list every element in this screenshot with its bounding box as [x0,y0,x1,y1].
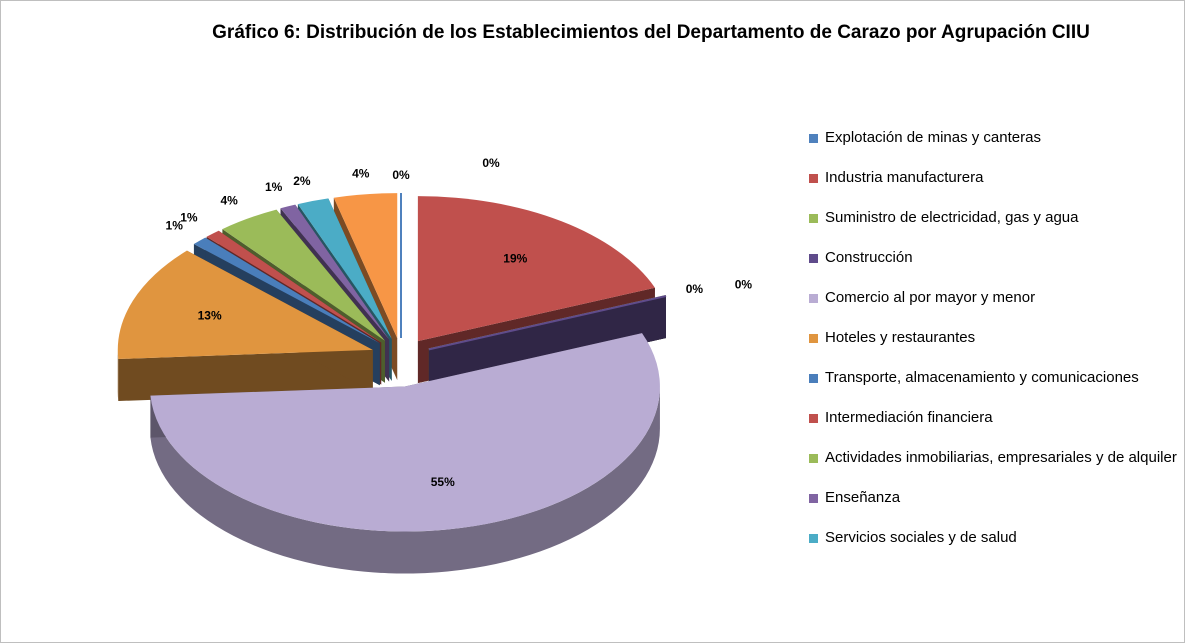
data-label: 1% [265,180,283,194]
legend-item: Actividades inmobiliarias, empresariales… [809,449,1181,489]
slice-top [150,333,660,532]
legend-item: Explotación de minas y canteras [809,129,1181,169]
slice-edge [428,295,666,392]
slice-edge [118,349,373,402]
legend-item: Comercio al por mayor y menor [809,289,1181,329]
legend-item: Construcción [809,249,1181,289]
slice-top [297,198,392,339]
slice [117,250,373,402]
legend-label: Comercio al por mayor y menor [825,289,1036,306]
data-label: 0% [392,168,410,182]
slice-top [333,193,398,339]
legend-label: Servicios sociales y de salud [825,529,1017,546]
legend-label: Enseñanza [825,489,901,506]
data-label: 0% [482,156,500,170]
legend-label: Construcción [825,249,913,266]
data-label: 1% [180,211,198,225]
legend-swatch [809,174,818,183]
legend-item: Industria manufacturera [809,169,1181,209]
data-label: 1% [166,219,184,233]
data-label: 4% [220,193,238,207]
legend-swatch [809,534,818,543]
slice-top [117,250,373,360]
legend-label: Intermediación financiera [825,409,993,426]
legend-swatch [809,134,818,143]
slice-top [193,237,380,344]
data-label: 19% [503,252,527,266]
legend-item: Hoteles y restaurantes [809,329,1181,369]
legend-swatch [809,454,818,463]
slice [428,295,667,392]
data-label: 4% [352,166,370,180]
legend-label: Actividades inmobiliarias, empresariales… [825,449,1177,466]
legend-item: Enseñanza [809,489,1181,529]
data-label: 13% [198,309,222,323]
legend-label: Industria manufacturera [825,169,984,186]
slice [150,333,660,574]
legend-item: Transporte, almacenamiento y comunicacio… [809,369,1181,409]
legend-swatch [809,374,818,383]
legend-swatch [809,254,818,263]
data-label: 0% [686,282,704,296]
data-label: 55% [431,475,455,489]
data-label: 2% [293,174,311,188]
legend-item: Servicios sociales y de salud [809,529,1181,569]
slice-top [222,209,385,341]
legend-label: Explotación de minas y canteras [825,129,1041,146]
slice-top [417,196,655,342]
legend-label: Hoteles y restaurantes [825,329,976,346]
legend-label: Suministro de electricidad, gas y agua [825,209,1079,226]
slice-side [117,349,119,402]
legend-item: Suministro de electricidad, gas y agua [809,209,1181,249]
legend-swatch [809,334,818,343]
legend-swatch [809,214,818,223]
slice-top [428,295,667,351]
legend-swatch [809,294,818,303]
slice-top [206,230,382,343]
legend-item: Intermediación financiera [809,409,1181,449]
legend-swatch [809,414,818,423]
data-label: 0% [735,277,753,291]
legend-label: Transporte, almacenamiento y comunicacio… [825,369,1139,386]
slice-side [150,386,660,574]
legend-swatch [809,494,818,503]
chart-title: Gráfico 6: Distribución de los Estableci… [212,22,1090,43]
legend: Explotación de minas y canteras Industria… [809,129,1181,569]
slice-top [280,204,390,340]
